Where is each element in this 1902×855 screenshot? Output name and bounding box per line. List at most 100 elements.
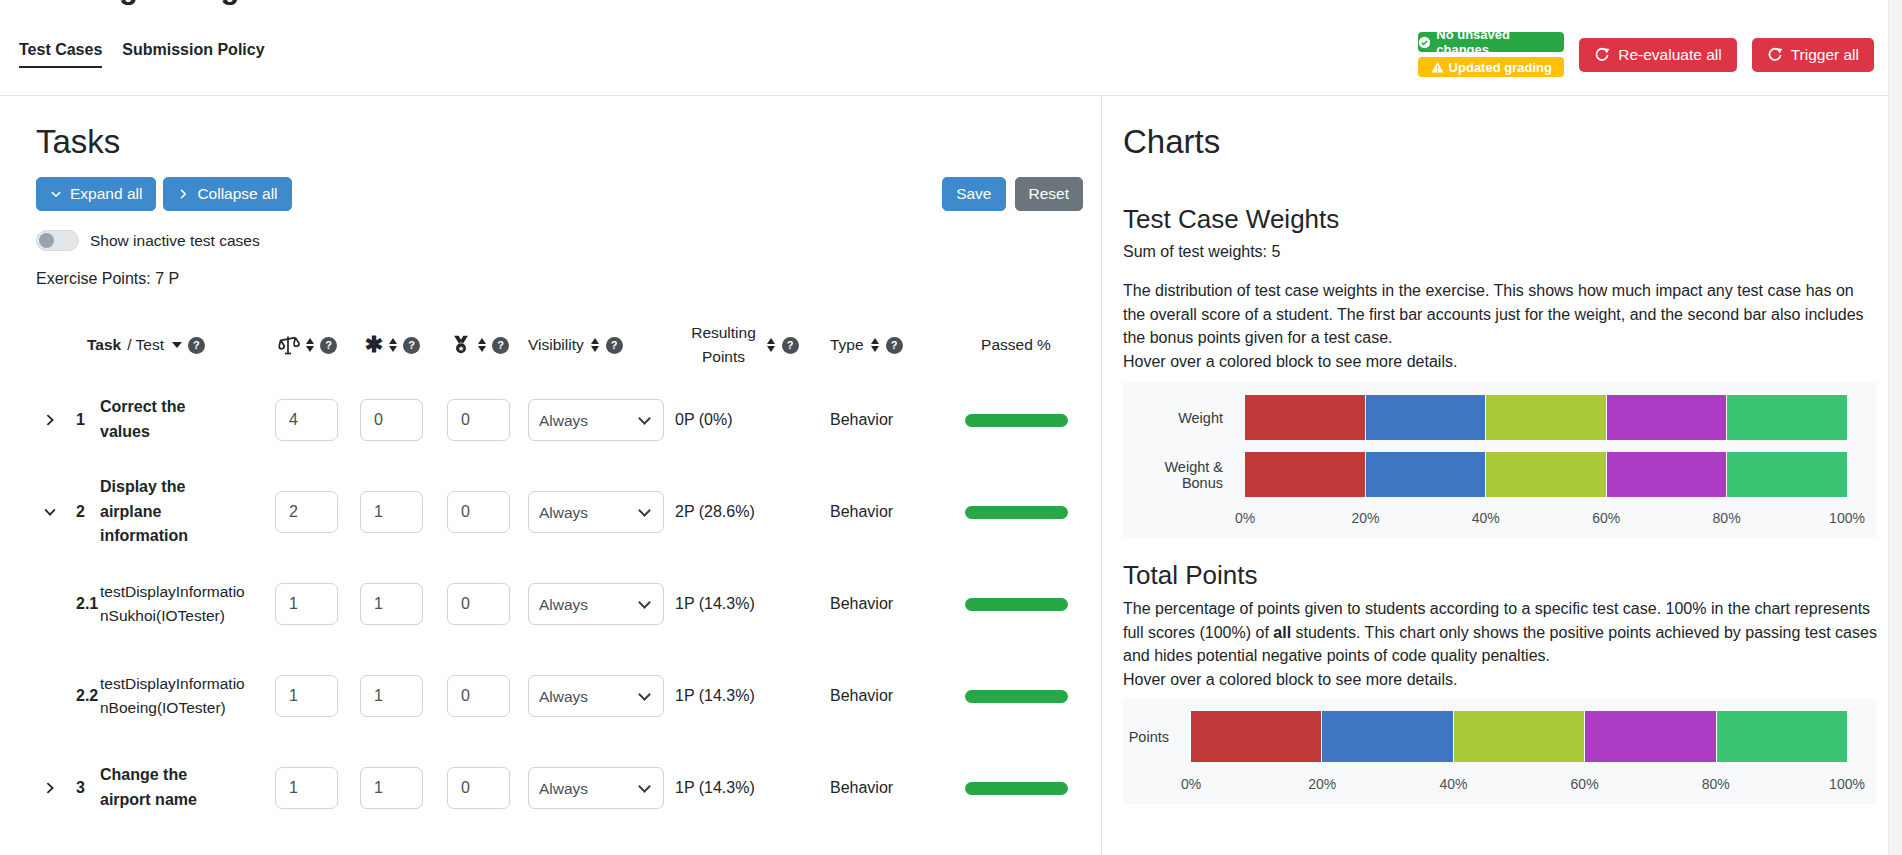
bonus-multiplier-input[interactable] <box>360 767 423 809</box>
passed-progress-bar <box>965 782 1068 795</box>
help-icon[interactable]: ? <box>320 337 337 354</box>
visibility-select[interactable]: Always <box>528 491 664 533</box>
sort-toggle[interactable] <box>478 338 486 352</box>
axis-tick-label: 100% <box>1829 776 1865 792</box>
bonus-points-input[interactable] <box>447 583 510 625</box>
sort-toggle[interactable] <box>389 338 397 352</box>
tab-submission-policy[interactable]: Submission Policy <box>122 41 264 68</box>
chart-bar-row: Weight & Bonus <box>1123 452 1847 497</box>
weight-input[interactable] <box>275 583 338 625</box>
task-row: 2Display the airplane informationAlways2… <box>36 466 1101 558</box>
visibility-select[interactable]: Always <box>528 767 664 809</box>
row-number: 2.1 <box>76 595 100 613</box>
test-name: testDisplayInformationSukhoi(IOTester) <box>100 580 264 628</box>
bar-segment-test-case-3 <box>1454 711 1584 762</box>
weight-input[interactable] <box>275 491 338 533</box>
passed-progress-bar <box>965 690 1068 703</box>
scrollbar[interactable] <box>1888 0 1902 855</box>
save-button[interactable]: Save <box>942 177 1005 211</box>
column-resulting-points: Resulting Points ? <box>669 321 817 369</box>
bonus-points-input[interactable] <box>447 491 510 533</box>
chevron-right-icon <box>177 188 189 200</box>
stacked-bar <box>1245 452 1847 497</box>
help-icon[interactable]: ? <box>492 337 509 354</box>
axis-tick-label: 0% <box>1181 776 1201 792</box>
test-type: Behavior <box>817 595 936 613</box>
visibility-select[interactable]: Always <box>528 399 664 441</box>
bonus-points-input[interactable] <box>447 399 510 441</box>
test-row: 2.1testDisplayInformationSukhoi(IOTester… <box>36 558 1101 650</box>
chart-category-label: Weight & Bonus <box>1123 459 1235 491</box>
refresh-icon <box>1767 47 1783 63</box>
sort-toggle[interactable] <box>871 338 879 352</box>
test-case-weights-chart: Weight Weight & Bonus 0%20%40%60%80%100% <box>1123 382 1876 538</box>
column-type: Type ? <box>817 336 936 354</box>
asterisk-icon: ✱ <box>365 334 383 356</box>
task-row: 1Correct the valuesAlways0P (0%)Behavior <box>36 374 1101 466</box>
chart-category-label: Weight <box>1123 410 1235 426</box>
axis-tick-label: 0% <box>1235 510 1255 526</box>
bar-segment-test-case-4 <box>1607 395 1727 440</box>
caret-down-icon[interactable] <box>172 342 182 348</box>
weight-input[interactable] <box>275 675 338 717</box>
bonus-multiplier-input[interactable] <box>360 399 423 441</box>
sort-toggle[interactable] <box>767 338 775 352</box>
weight-input[interactable] <box>275 767 338 809</box>
column-bonus-multiplier: ✱ ? <box>349 334 436 356</box>
collapse-chevron-icon[interactable] <box>36 505 76 519</box>
trigger-all-button[interactable]: Trigger all <box>1752 38 1874 72</box>
bonus-multiplier-input[interactable] <box>360 491 423 533</box>
task-row: 3Change the airport nameAlways1P (14.3%)… <box>36 742 1101 834</box>
balance-scale-icon <box>276 333 300 357</box>
row-number: 2 <box>76 503 100 521</box>
show-inactive-toggle[interactable] <box>36 230 79 251</box>
bonus-multiplier-input[interactable] <box>360 675 423 717</box>
weight-input[interactable] <box>275 399 338 441</box>
check-circle-icon <box>1418 36 1431 49</box>
bar-segment-test-case-5 <box>1727 395 1847 440</box>
axis-tick-label: 20% <box>1351 510 1379 526</box>
tab-test-cases[interactable]: Test Cases <box>19 41 102 68</box>
axis-tick-label: 60% <box>1592 510 1620 526</box>
bar-segment-test-case-1 <box>1245 452 1365 497</box>
charts-panel: Charts Test Case Weights Sum of test wei… <box>1102 96 1902 855</box>
axis-tick-label: 40% <box>1439 776 1467 792</box>
sort-toggle[interactable] <box>306 338 314 352</box>
toggle-knob <box>39 233 54 248</box>
bonus-points-input[interactable] <box>447 675 510 717</box>
column-weight: ? <box>264 333 349 357</box>
test-type: Behavior <box>817 687 936 705</box>
column-passed: Passed % <box>936 336 1096 354</box>
help-icon[interactable]: ? <box>606 337 623 354</box>
row-number: 2.2 <box>76 687 100 705</box>
top-right-controls: No unsaved changes Updated grading Re-ev… <box>1418 32 1874 77</box>
help-icon[interactable]: ? <box>188 337 205 354</box>
passed-progress-bar <box>965 414 1068 427</box>
help-icon[interactable]: ? <box>886 337 903 354</box>
test-case-table-body: 1Correct the valuesAlways0P (0%)Behavior… <box>36 374 1101 834</box>
axis-tick-label: 20% <box>1308 776 1336 792</box>
table-header: Task / Test ? <box>36 316 1101 374</box>
task-name: Change the airport name <box>100 763 264 813</box>
expand-chevron-icon[interactable] <box>36 781 76 795</box>
visibility-select[interactable]: Always <box>528 675 664 717</box>
test-type: Behavior <box>817 411 936 429</box>
visibility-select[interactable]: Always <box>528 583 664 625</box>
re-evaluate-all-button[interactable]: Re-evaluate all <box>1579 38 1736 72</box>
help-icon[interactable]: ? <box>403 337 420 354</box>
total-points-title: Total Points <box>1123 559 1880 591</box>
expand-all-button[interactable]: Expand all <box>36 177 156 211</box>
expand-chevron-icon[interactable] <box>36 413 76 427</box>
chart-x-axis: 0%20%40%60%80%100% <box>1245 510 1847 528</box>
resulting-points: 2P (28.6%) <box>669 503 817 521</box>
bonus-points-input[interactable] <box>447 767 510 809</box>
chart-x-axis: 0%20%40%60%80%100% <box>1191 776 1847 794</box>
resulting-points: 0P (0%) <box>669 411 817 429</box>
help-icon[interactable]: ? <box>782 337 799 354</box>
bonus-multiplier-input[interactable] <box>360 583 423 625</box>
reset-button[interactable]: Reset <box>1015 177 1084 211</box>
bar-segment-test-case-1 <box>1191 711 1321 762</box>
axis-tick-label: 60% <box>1571 776 1599 792</box>
sort-toggle[interactable] <box>591 338 599 352</box>
collapse-all-button[interactable]: Collapse all <box>163 177 291 211</box>
